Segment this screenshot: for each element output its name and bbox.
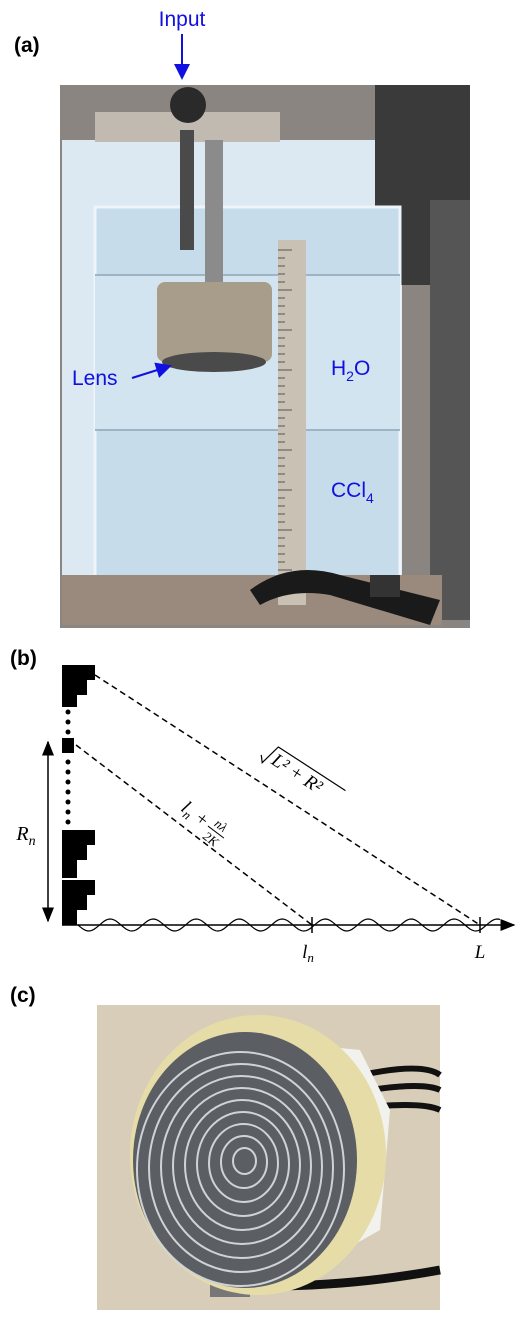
hypotenuse-label: L² + R² <box>267 749 326 798</box>
input-label: Input <box>159 8 206 31</box>
h2o-label: H2O <box>331 357 370 384</box>
zone-plate-profile <box>62 665 95 925</box>
tick-label: ln <box>302 942 314 965</box>
lens-label: Lens <box>72 367 118 390</box>
path-length-label: ln+ nλ 2K <box>176 797 231 850</box>
radius-label: Rn <box>15 823 35 849</box>
photo-lens <box>97 1005 442 1310</box>
tick-label: L <box>474 942 486 963</box>
svg-text:ln+: ln+ <box>176 797 213 833</box>
panel-label: (c) <box>10 984 36 1007</box>
photo-setup <box>60 85 470 628</box>
panel-label: (b) <box>10 647 37 670</box>
panel-label: (a) <box>14 34 40 57</box>
ccl4-label: CCl4 <box>331 479 374 506</box>
